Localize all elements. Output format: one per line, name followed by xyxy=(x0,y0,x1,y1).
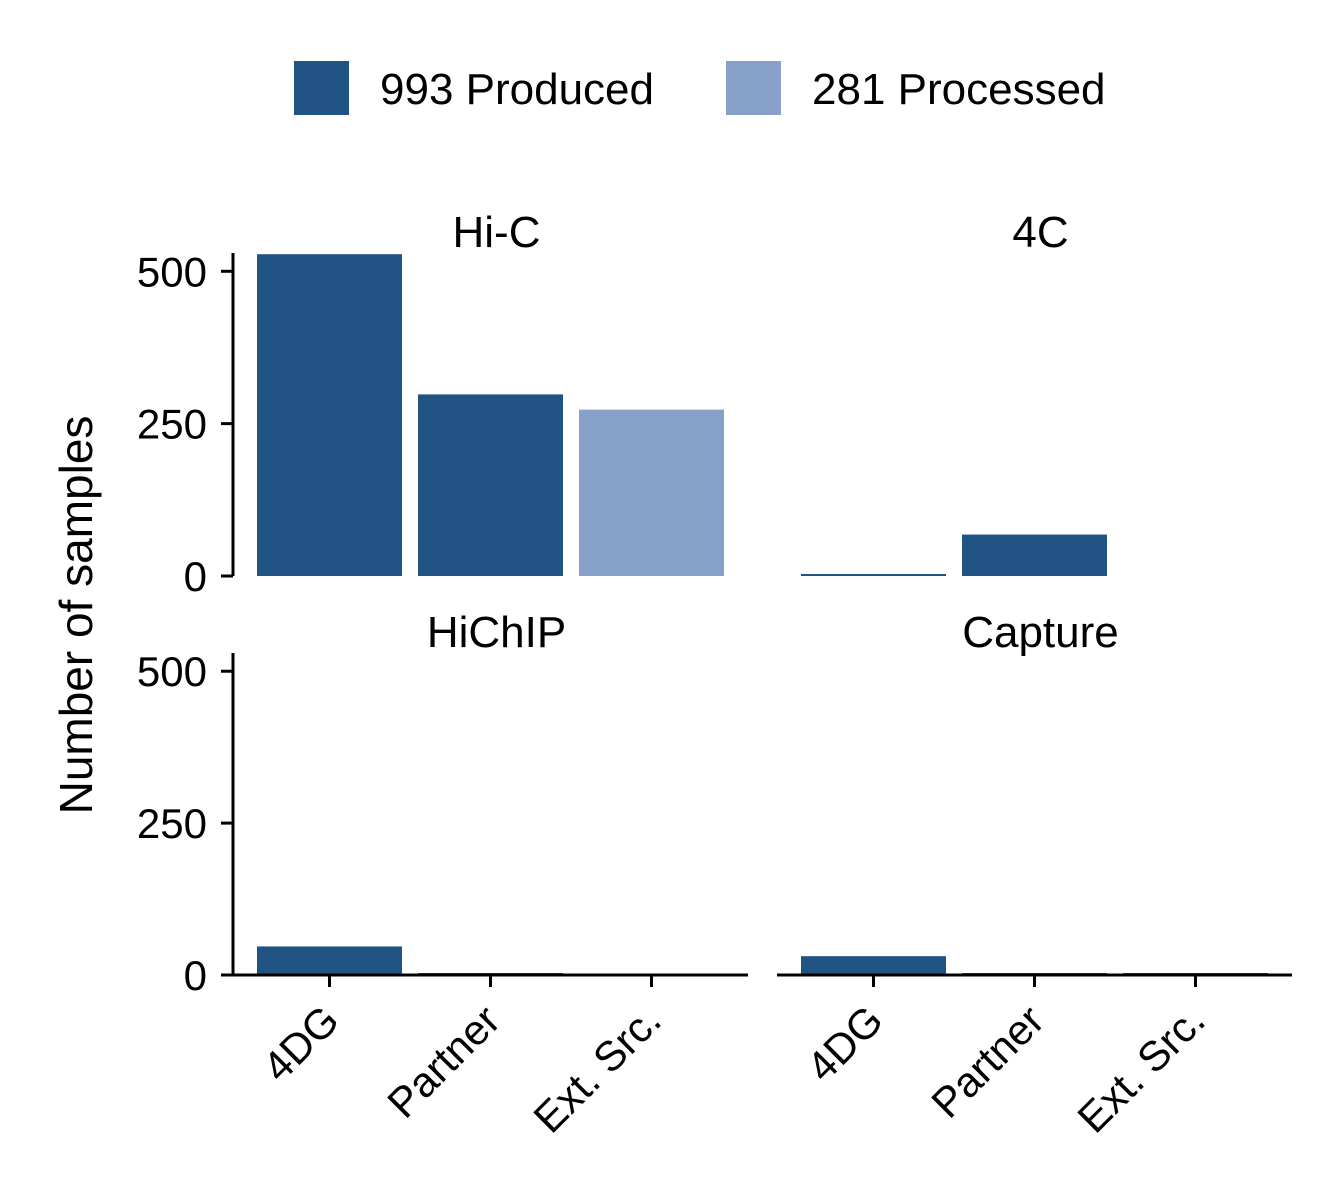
y-tick-label: 0 xyxy=(184,553,207,600)
legend-label: 993 Produced xyxy=(380,65,654,114)
x-tick-label: 4DG xyxy=(798,996,892,1090)
y-tick-label: 250 xyxy=(137,401,207,448)
panel-hichip: HiChIP 0 250 500 4DG Partner Ext. Src. xyxy=(137,608,748,1142)
y-tick-label: 500 xyxy=(137,248,207,295)
legend-label: 281 Processed xyxy=(812,65,1106,114)
bar xyxy=(801,956,946,975)
panel-title: Hi-C xyxy=(453,208,541,257)
x-tick-label: Partner xyxy=(378,996,509,1127)
y-axis-label: Number of samples xyxy=(50,416,102,815)
panel-title: HiChIP xyxy=(427,608,566,657)
panel-hi-c: Hi-C 0 250 500 xyxy=(137,208,724,600)
x-tick-label: Ext. Src. xyxy=(1068,996,1213,1141)
panel-title: Capture xyxy=(962,608,1119,657)
y-tick-label: 0 xyxy=(184,952,207,999)
bar xyxy=(257,946,402,975)
panel-4c: 4C xyxy=(801,208,1107,576)
legend-swatch xyxy=(294,61,349,115)
legend: 993 Produced 281 Processed xyxy=(294,61,1106,115)
bar xyxy=(418,394,563,576)
x-tick-label: Partner xyxy=(922,996,1053,1127)
bar xyxy=(257,254,402,576)
bar xyxy=(579,409,724,576)
panel-title: 4C xyxy=(1012,208,1068,257)
x-tick-label: Ext. Src. xyxy=(524,996,669,1141)
bar xyxy=(801,574,946,576)
y-tick-label: 250 xyxy=(137,800,207,847)
y-tick-label: 500 xyxy=(137,648,207,695)
panel-capture: Capture 4DG Partner Ext. Src. xyxy=(777,608,1292,1142)
x-tick-label: 4DG xyxy=(254,996,348,1090)
bar xyxy=(962,534,1107,576)
legend-swatch xyxy=(726,61,781,115)
